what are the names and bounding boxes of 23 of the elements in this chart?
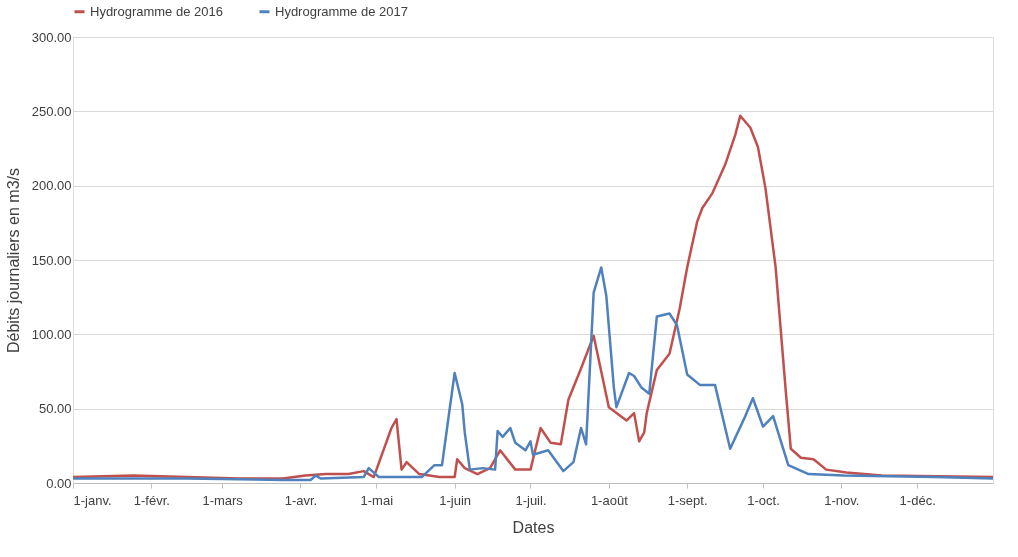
y-tick-label: 200.00 bbox=[31, 178, 72, 194]
x-tick-label: 1-mai bbox=[360, 492, 394, 508]
x-tick-label: 1-mars bbox=[202, 492, 244, 508]
legend-label: Hydrogramme de 2016 bbox=[90, 3, 223, 19]
x-tick-label: 1-févr. bbox=[133, 492, 170, 508]
x-tick-label: 1-sept. bbox=[667, 492, 708, 508]
y-tick-label: 250.00 bbox=[31, 103, 72, 119]
x-tick-label: 1-oct. bbox=[747, 492, 780, 508]
x-tick-label: 1-déc. bbox=[899, 492, 936, 508]
legend-label: Hydrogramme de 2017 bbox=[275, 3, 408, 19]
x-tick-label: 1-juin bbox=[439, 492, 472, 508]
y-tick-label: 0.00 bbox=[46, 475, 72, 491]
x-tick-label: 1-juil. bbox=[515, 492, 547, 508]
x-axis-title: Dates bbox=[512, 518, 555, 536]
y-tick-label: 50.00 bbox=[38, 401, 72, 417]
x-tick-label: 1-nov. bbox=[824, 492, 860, 508]
x-tick-label: 1-août bbox=[590, 492, 629, 508]
y-tick-label: 300.00 bbox=[31, 29, 72, 45]
x-tick-label: 1-avr. bbox=[284, 492, 318, 508]
x-tick-label: 1-janv. bbox=[73, 492, 112, 508]
y-tick-label: 100.00 bbox=[31, 326, 72, 342]
y-tick-label: 150.00 bbox=[31, 252, 72, 268]
y-axis-title: Débits journaliers en m3/s bbox=[4, 168, 22, 353]
